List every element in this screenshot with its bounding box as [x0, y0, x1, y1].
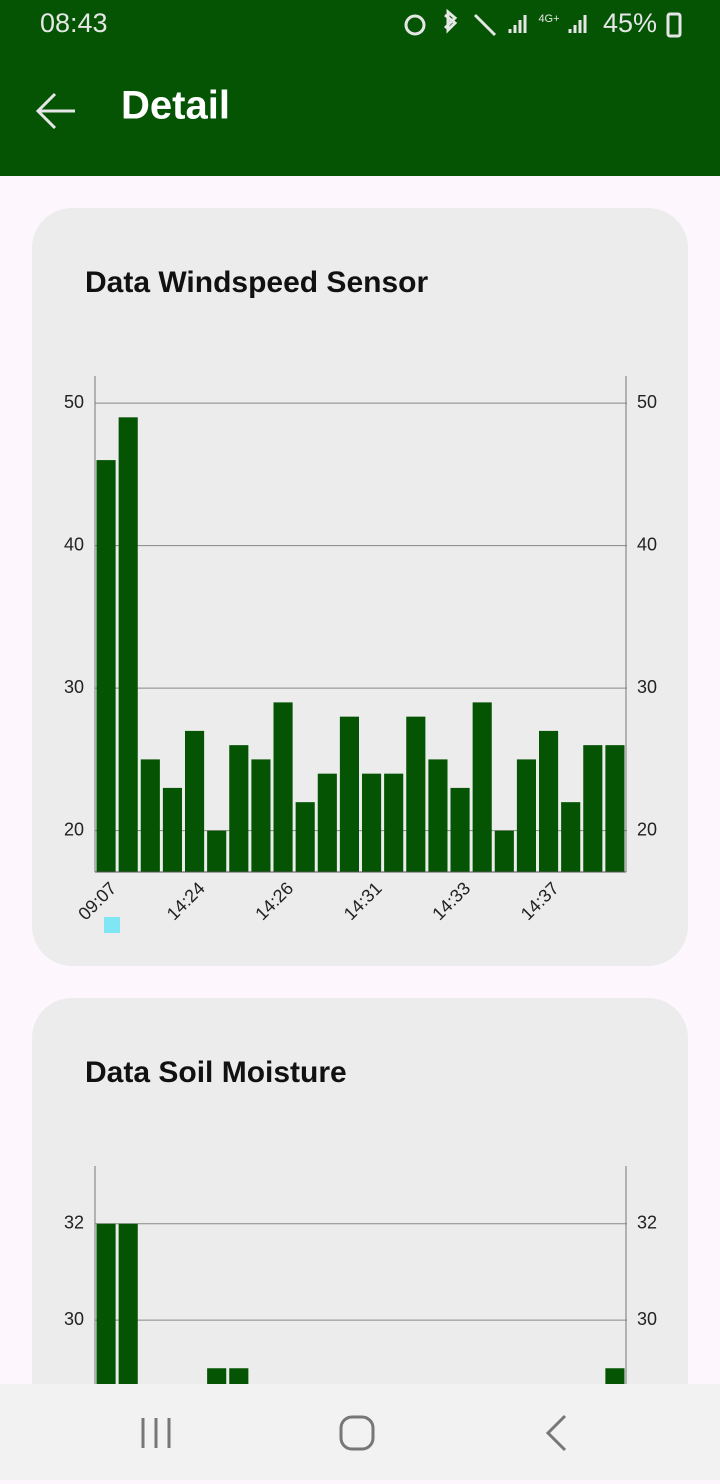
bar: [317, 773, 337, 872]
bar: [273, 702, 293, 872]
bar: [96, 460, 116, 872]
status-network: 4G+: [538, 13, 559, 25]
status-battery: 45%: [603, 8, 657, 38]
header-graphics: 08:43 4G+ 45% Detail: [35, 8, 682, 130]
bar: [229, 1368, 249, 1384]
bar: [140, 759, 160, 872]
app-title: Detail: [121, 84, 230, 128]
bar: [295, 802, 315, 872]
chart-title: Data Windspeed Sensor: [85, 266, 428, 299]
legend-swatch: [104, 917, 120, 933]
bar: [251, 759, 271, 872]
y-tick-label: 30: [64, 677, 84, 697]
chart: Data Soil Moisture 30 32 30 32: [32, 998, 688, 1384]
card-background: [32, 998, 688, 1384]
bar: [605, 745, 625, 872]
status-time: 08:43: [40, 8, 108, 38]
bar: [185, 730, 205, 872]
bar: [229, 745, 249, 872]
bar: [450, 787, 470, 872]
home-button[interactable]: [339, 1415, 375, 1451]
chart-card: Data Soil Moisture 30 32 30 32: [32, 998, 688, 1384]
content: Data Windspeed Sensor 20 30 40 50 20 30 40 50 09:…: [0, 176, 720, 1384]
app-header: 08:43 4G+ 45% Detail: [0, 0, 720, 176]
nav-icons: [141, 1414, 567, 1452]
bar: [362, 773, 382, 872]
bar: [162, 787, 182, 872]
y-tick-label: 30: [64, 1309, 84, 1329]
bar: [494, 830, 514, 872]
bar: [428, 759, 448, 872]
navigation-bar: [0, 1384, 720, 1480]
status-icons: [404, 8, 682, 38]
chart-title: Data Soil Moisture: [85, 1056, 347, 1089]
y-tick-label: 40: [64, 534, 84, 554]
bar: [339, 716, 359, 872]
y2-tick-label: 20: [637, 819, 657, 839]
bar: [118, 417, 138, 872]
bar: [384, 773, 404, 872]
bar: [207, 1368, 227, 1384]
bar: [539, 730, 559, 872]
y2-tick-label: 32: [637, 1213, 657, 1233]
bar: [583, 745, 603, 872]
bar: [605, 1368, 625, 1384]
y2-tick-label: 40: [637, 534, 657, 554]
y2-tick-label: 30: [637, 1309, 657, 1329]
bar: [406, 716, 426, 872]
back-nav-button[interactable]: [545, 1414, 567, 1452]
y-tick-label: 50: [64, 392, 84, 412]
bar: [118, 1223, 138, 1384]
y2-tick-label: 30: [637, 677, 657, 697]
bar: [472, 702, 492, 872]
y-tick-label: 20: [64, 819, 84, 839]
bar: [561, 802, 581, 872]
bar: [96, 1223, 116, 1384]
recents-button[interactable]: [141, 1418, 171, 1448]
y-tick-label: 32: [64, 1213, 84, 1233]
chart-card: Data Windspeed Sensor 20 30 40 50 20 30 40 50 09:…: [32, 208, 688, 966]
chart: Data Windspeed Sensor203040502030405009:…: [32, 208, 688, 966]
bar: [516, 759, 536, 872]
bar: [207, 830, 227, 872]
y2-tick-label: 50: [637, 392, 657, 412]
back-button[interactable]: [35, 92, 75, 130]
